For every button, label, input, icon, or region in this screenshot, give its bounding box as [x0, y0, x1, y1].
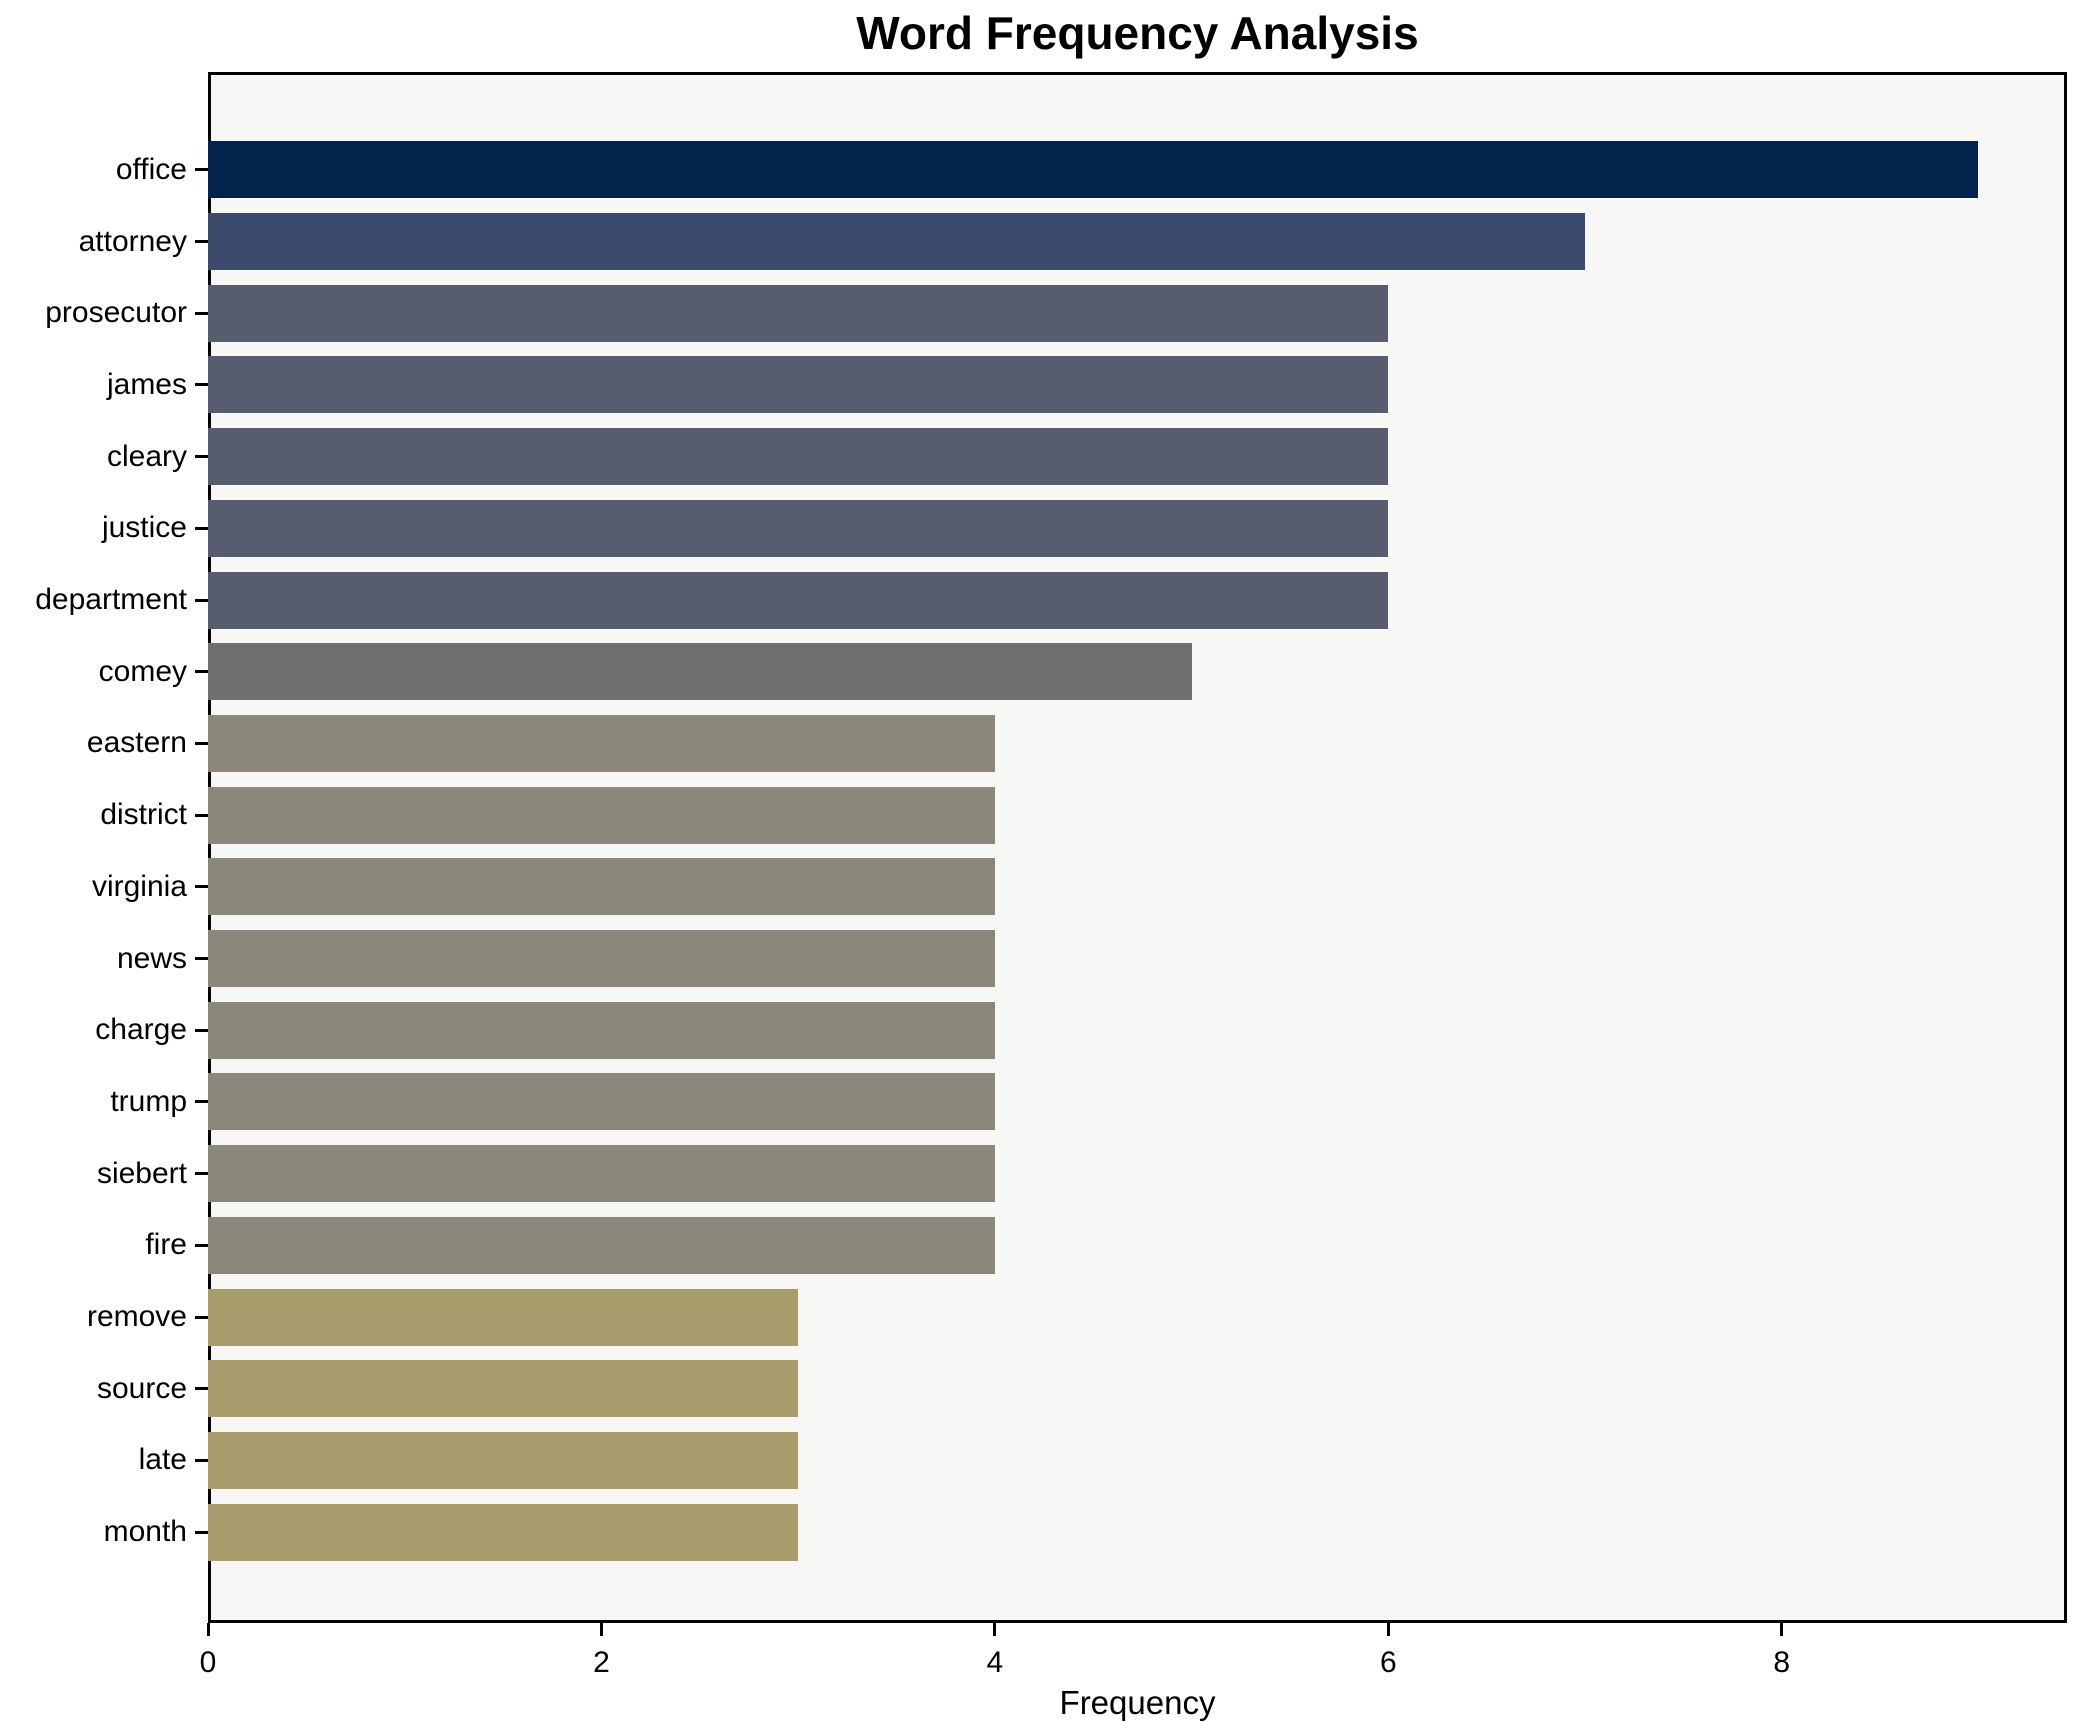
y-tick	[195, 383, 208, 387]
y-tick	[195, 1243, 208, 1247]
x-tick-label: 4	[986, 1646, 1004, 1679]
y-axis-label: department	[35, 583, 187, 617]
y-axis-label: james	[106, 367, 187, 401]
y-axis-label: office	[115, 152, 187, 186]
y-axis-label: fire	[145, 1228, 187, 1262]
y-tick	[195, 813, 208, 817]
y-tick	[195, 1172, 208, 1176]
y-axis-label: remove	[86, 1300, 187, 1334]
chart-title: Word Frequency Analysis	[856, 7, 1419, 59]
y-axis-label: virginia	[91, 869, 187, 903]
y-tick	[195, 1387, 208, 1391]
y-tick	[195, 1458, 208, 1462]
y-axis-label: late	[138, 1443, 187, 1477]
bar-virginia	[208, 858, 995, 916]
bar-prosecutor	[208, 284, 1389, 342]
y-tick	[195, 1100, 208, 1104]
bar-district	[208, 786, 995, 844]
bar-siebert	[208, 1145, 995, 1203]
x-tick-label: 2	[593, 1646, 610, 1679]
y-axis-label: news	[116, 941, 187, 975]
y-axis-label: siebert	[96, 1156, 187, 1190]
y-tick	[195, 526, 208, 530]
bar-fire	[208, 1216, 995, 1274]
bar-remove	[208, 1288, 799, 1346]
bar-eastern	[208, 714, 995, 772]
y-axis-label: attorney	[78, 224, 187, 258]
x-tick-label: 8	[1773, 1646, 1791, 1679]
x-tick	[1780, 1623, 1784, 1636]
x-tick	[1386, 1623, 1390, 1636]
bar-charge	[208, 1001, 995, 1059]
x-tick-label: 6	[1379, 1646, 1397, 1679]
y-axis-label: cleary	[106, 439, 187, 473]
bar-month	[208, 1503, 799, 1561]
bar-source	[208, 1360, 799, 1418]
bar-department	[208, 571, 1389, 629]
y-tick	[195, 1028, 208, 1032]
x-axis-title: Frequency	[1059, 1684, 1216, 1721]
y-tick	[195, 240, 208, 244]
x-tick	[993, 1623, 997, 1636]
y-axis-label: trump	[110, 1084, 187, 1118]
y-axis-label: charge	[95, 1013, 187, 1047]
bar-trump	[208, 1073, 995, 1131]
x-tick	[206, 1623, 210, 1636]
y-tick	[195, 168, 208, 172]
y-tick	[195, 1530, 208, 1534]
y-tick	[195, 957, 208, 961]
y-tick	[195, 670, 208, 674]
y-tick	[195, 1315, 208, 1319]
x-tick	[599, 1623, 603, 1636]
y-tick	[195, 741, 208, 745]
bar-office	[208, 141, 1979, 199]
bar-attorney	[208, 213, 1586, 271]
bar-justice	[208, 499, 1389, 557]
y-axis-label: justice	[101, 511, 187, 545]
bar-news	[208, 930, 995, 988]
x-tick-label: 0	[199, 1646, 217, 1679]
y-axis-label: district	[100, 798, 187, 832]
y-axis-label: source	[96, 1371, 187, 1405]
y-tick	[195, 885, 208, 889]
y-tick	[195, 311, 208, 315]
y-tick	[195, 455, 208, 459]
bar-late	[208, 1431, 799, 1489]
y-axis-label: eastern	[86, 726, 187, 760]
y-axis-label: month	[103, 1515, 187, 1549]
bar-cleary	[208, 428, 1389, 486]
y-axis-label: comey	[98, 654, 187, 688]
bar-james	[208, 356, 1389, 414]
y-axis-label: prosecutor	[45, 296, 187, 330]
bar-comey	[208, 643, 1192, 701]
y-tick	[195, 598, 208, 602]
